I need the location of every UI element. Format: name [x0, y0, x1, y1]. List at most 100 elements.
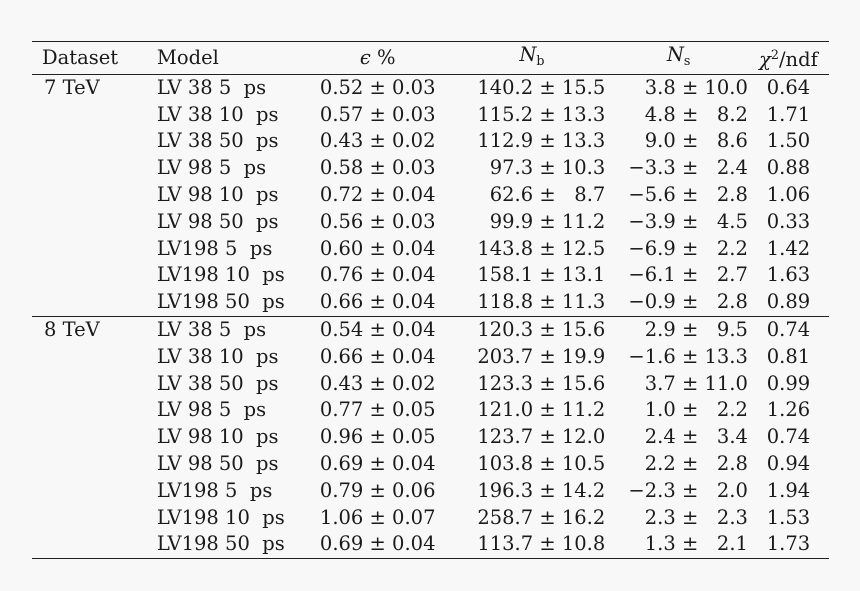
cell-nb: 143.8 ± 12.5: [477, 236, 606, 260]
cell-chi2: 0.74: [766, 317, 811, 341]
cell-efficiency: 1.06 ± 0.07: [319, 505, 436, 529]
header-chi-rest: /ndf: [778, 48, 818, 72]
cell-model: LV198 10 ps: [156, 263, 285, 287]
results-table: Dataset Model ϵ % Nb Ns χ2/ndf 7 TeV LV 3…: [32, 41, 829, 560]
cell-model: LV198 10 ps: [156, 505, 285, 529]
cell-efficiency: 0.43 ± 0.02: [319, 371, 436, 395]
cell-dataset: 8 TeV: [44, 317, 100, 341]
cell-dataset: [32, 102, 147, 129]
table-row: 8 TeV LV 38 5 ps 0.54 ± 0.04 120.3 ± 15.6 2.…: [32, 316, 829, 343]
cell-chi2: 0.94: [766, 451, 811, 475]
cell-dataset: [32, 371, 147, 398]
cell-dataset: [32, 531, 147, 560]
cell-dataset: [32, 236, 147, 263]
cell-efficiency: 0.96 ± 0.05: [319, 425, 436, 449]
table-row: LV 98 5 ps 0.77 ± 0.05 121.0 ± 11.2 1.0 ± 2…: [32, 397, 829, 424]
cell-ns: −1.6 ± 13.3: [628, 344, 748, 368]
cell-chi2: 0.89: [747, 289, 829, 317]
cell-chi2: 0.74: [766, 425, 811, 449]
cell-efficiency: 0.57 ± 0.03: [319, 102, 436, 126]
header-nb: Nb: [458, 41, 610, 75]
table-row: LV 98 50 ps 0.56 ± 0.03 99.9 ± 11.2 −3.9 ± …: [32, 209, 829, 236]
cell-chi2: 1.53: [766, 505, 811, 529]
cell-nb: 140.2 ± 15.5: [477, 75, 606, 99]
cell-chi2: 1.94: [766, 478, 811, 502]
cell-model: LV198 5 ps: [156, 478, 273, 502]
cell-efficiency: 0.79 ± 0.06: [319, 478, 436, 502]
cell-nb: 121.0 ± 11.2: [477, 398, 606, 422]
cell-efficiency: 0.52 ± 0.03: [319, 75, 436, 99]
header-nb-symbol: N: [519, 43, 537, 66]
cell-nb: 196.3 ± 14.2: [477, 478, 606, 502]
cell-ns: 4.8 ± 8.2: [644, 102, 748, 126]
cell-dataset: [32, 424, 147, 451]
cell-chi2: 0.64: [766, 75, 811, 99]
header-efficiency-unit: %: [376, 45, 396, 69]
table-row: LV 38 10 ps 0.66 ± 0.04 203.7 ± 19.9 −1.6 ±…: [32, 344, 829, 371]
table-row: LV198 10 ps 1.06 ± 0.07 258.7 ± 16.2 2.3 ± …: [32, 505, 829, 532]
cell-chi2: 1.50: [766, 129, 811, 153]
cell-nb: 203.7 ± 19.9: [477, 344, 606, 368]
cell-nb: 62.6 ± 8.7: [489, 182, 606, 206]
cell-chi2: 1.71: [766, 102, 811, 126]
cell-model: LV198 50 ps: [146, 531, 297, 560]
cell-ns: −2.3 ± 2.0: [628, 478, 748, 502]
results-table-container: Dataset Model ϵ % Nb Ns χ2/ndf 7 TeV LV 3…: [32, 41, 829, 560]
cell-efficiency: 0.56 ± 0.03: [319, 209, 436, 233]
cell-efficiency: 0.77 ± 0.05: [319, 398, 436, 422]
cell-model: LV198 5 ps: [156, 236, 273, 260]
cell-model: LV 38 10 ps: [156, 344, 279, 368]
header-chi-superscript: 2: [770, 47, 779, 63]
cell-model: LV 38 50 ps: [156, 129, 279, 153]
table-row: LV 38 50 ps 0.43 ± 0.02 112.9 ± 13.3 9.0 ± …: [32, 128, 829, 155]
cell-chi2: 0.99: [766, 371, 811, 395]
cell-nb: 123.3 ± 15.6: [477, 371, 606, 395]
cell-model: LV 38 50 ps: [156, 371, 279, 395]
cell-efficiency: 0.43 ± 0.02: [319, 129, 436, 153]
cell-dataset: 7 TeV: [44, 75, 100, 99]
cell-model: LV 98 5 ps: [156, 398, 267, 422]
cell-nb: 113.7 ± 10.8: [458, 531, 610, 560]
cell-nb: 97.3 ± 10.3: [489, 156, 606, 180]
cell-ns: −3.9 ± 4.5: [628, 209, 748, 233]
cell-efficiency: 0.72 ± 0.04: [319, 182, 436, 206]
table-row: LV 98 50 ps 0.69 ± 0.04 103.8 ± 10.5 2.2 ± …: [32, 451, 829, 478]
cell-ns: 2.9 ± 9.5: [644, 317, 748, 341]
cell-ns: 3.8 ± 10.0: [644, 75, 748, 99]
cell-ns: 2.4 ± 3.4: [644, 425, 748, 449]
cell-chi2: 1.06: [766, 182, 811, 206]
cell-chi2: 1.73: [747, 531, 829, 560]
table-row: LV198 10 ps 0.76 ± 0.04 158.1 ± 13.1 −6.1 ±…: [32, 262, 829, 289]
cell-efficiency: 0.76 ± 0.04: [319, 263, 436, 287]
cell-dataset: [32, 344, 147, 371]
header-nb-subscript: b: [536, 52, 545, 68]
cell-ns: 9.0 ± 8.6: [644, 129, 748, 153]
cell-chi2: 1.63: [766, 263, 811, 287]
table-row: LV 98 10 ps 0.72 ± 0.04 62.6 ± 8.7 −5.6 ± 2…: [32, 182, 829, 209]
cell-nb: 103.8 ± 10.5: [477, 451, 606, 475]
table-row: LV198 5 ps 0.79 ± 0.06 196.3 ± 14.2 −2.3 ± …: [32, 478, 829, 505]
cell-ns: −6.1 ± 2.7: [628, 263, 748, 287]
cell-ns: 2.3 ± 2.3: [644, 505, 748, 529]
cell-nb: 158.1 ± 13.1: [477, 263, 606, 287]
cell-chi2: 0.88: [766, 156, 811, 180]
cell-dataset: [32, 262, 147, 289]
cell-nb: 112.9 ± 13.3: [477, 129, 606, 153]
cell-chi2: 1.26: [766, 398, 811, 422]
cell-dataset: [32, 155, 147, 182]
cell-efficiency: 0.69 ± 0.04: [296, 531, 459, 560]
cell-ns: 1.3 ± 2.1: [609, 531, 748, 560]
cell-nb: 123.7 ± 12.0: [477, 425, 606, 449]
cell-model: LV198 50 ps: [146, 289, 297, 317]
header-ns-subscript: s: [683, 52, 691, 68]
table-row: 7 TeV LV 38 5 ps 0.52 ± 0.03 140.2 ± 15.5 3.…: [32, 74, 829, 101]
header-dataset: Dataset: [32, 41, 147, 75]
cell-efficiency: 0.54 ± 0.04: [319, 317, 436, 341]
header-ns-symbol: N: [666, 43, 684, 66]
cell-model: LV 98 50 ps: [156, 209, 279, 233]
cell-nb: 99.9 ± 11.2: [489, 209, 606, 233]
cell-efficiency: 0.69 ± 0.04: [319, 451, 436, 475]
cell-model: LV 38 5 ps: [156, 75, 267, 99]
cell-nb: 118.8 ± 11.3: [458, 289, 610, 317]
cell-nb: 115.2 ± 13.3: [477, 102, 606, 126]
